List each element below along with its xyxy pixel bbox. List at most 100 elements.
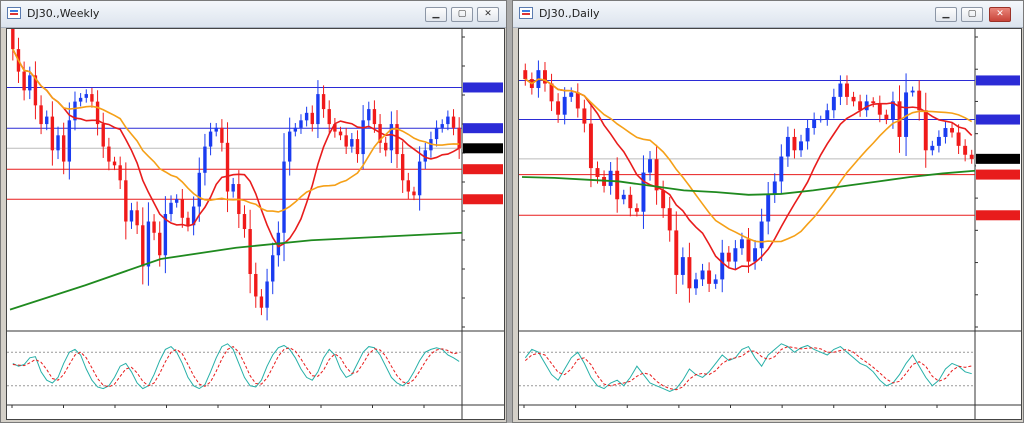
candle-body [316, 94, 320, 125]
candle-body [163, 214, 168, 256]
candle-body [608, 170, 613, 186]
candle-body [389, 124, 394, 151]
candle-body [186, 217, 190, 226]
candle-body [615, 170, 620, 200]
candle-body [746, 239, 751, 262]
weekly-chart-window[interactable]: DJ30.,Weekly ▁ ▢ ✕ [0, 0, 507, 423]
candle-body [158, 232, 162, 256]
close-button[interactable]: ✕ [477, 7, 499, 22]
stoch-d-line [12, 345, 460, 388]
candle-body [141, 225, 145, 267]
candle-body [56, 135, 60, 151]
stoch-k-line [524, 343, 972, 392]
candle-body [440, 124, 444, 128]
candle-body [877, 103, 882, 115]
candle-body [135, 210, 139, 226]
candle-body [208, 131, 213, 147]
candle-body [384, 142, 388, 151]
candle-body [39, 105, 43, 125]
candle-body [936, 136, 941, 146]
candle-body [575, 92, 580, 109]
candle-body [434, 127, 439, 140]
candle-body [107, 146, 111, 162]
daily-plot-area[interactable] [518, 28, 1022, 420]
candle-body [707, 270, 712, 284]
candle-body [220, 127, 224, 143]
candle-body [628, 194, 633, 209]
candle-body [569, 92, 574, 97]
price-level-tag [976, 210, 1020, 221]
candle-body [254, 273, 258, 297]
weekly-titlebar[interactable]: DJ30.,Weekly ▁ ▢ ✕ [1, 1, 506, 28]
candle-body [897, 101, 902, 137]
candle-body [112, 161, 117, 166]
daily-chart-svg[interactable] [519, 29, 1021, 419]
candle-body [779, 156, 784, 182]
minimize-button[interactable]: ▁ [935, 7, 957, 22]
candle-body [687, 257, 692, 289]
candle-body [845, 83, 849, 97]
price-level-tag [976, 114, 1020, 125]
candle-body [661, 190, 666, 209]
candle-body [759, 221, 764, 249]
candle-body [943, 128, 948, 137]
candle-body [956, 132, 961, 146]
chart-window-icon [519, 7, 533, 19]
candle-body [310, 112, 314, 125]
candle-body [242, 214, 247, 230]
price-level-tag [463, 143, 503, 154]
price-level-tag [463, 164, 503, 175]
candle-body [641, 172, 646, 212]
candle-body [282, 161, 286, 233]
candle-body [423, 150, 427, 162]
candle-body [304, 112, 309, 121]
restore-button[interactable]: ▢ [961, 7, 983, 22]
close-button[interactable]: ✕ [989, 7, 1011, 22]
candle-body [395, 124, 399, 155]
candle-body [818, 119, 823, 121]
candle-body [406, 180, 411, 192]
candle-body [287, 131, 292, 162]
candle-body [50, 116, 55, 151]
candle-body [621, 194, 626, 200]
candle-body [129, 210, 134, 222]
candle-body [726, 252, 731, 262]
candle-body [355, 139, 360, 155]
price-level-tag [463, 194, 503, 205]
candle-body [753, 248, 758, 262]
candle-body [265, 281, 269, 308]
candle-body [680, 257, 685, 275]
candle-body [720, 252, 725, 280]
restore-button[interactable]: ▢ [451, 7, 473, 22]
candle-body [739, 239, 744, 249]
candle-body [733, 248, 738, 262]
price-level-tag [976, 75, 1020, 86]
daily-titlebar[interactable]: DJ30.,Daily ▁ ▢ ✕ [513, 1, 1023, 28]
candle-body [884, 114, 889, 120]
candle-body [333, 124, 337, 132]
candle-body [595, 168, 600, 178]
candle-body [214, 127, 218, 132]
candle-body [457, 127, 461, 149]
candle-body [667, 208, 672, 231]
price-level-tag [463, 123, 503, 134]
candle-body [400, 154, 405, 181]
candle-body [191, 206, 196, 226]
candle-body [344, 135, 348, 147]
weekly-chart-svg[interactable] [7, 15, 504, 419]
candle-body [22, 71, 26, 91]
candle-body [910, 90, 915, 93]
candle-body [73, 101, 77, 121]
candle-body [84, 94, 88, 98]
minimize-button[interactable]: ▁ [425, 7, 447, 22]
candle-body [700, 270, 705, 280]
window-title: DJ30.,Daily [539, 7, 600, 20]
candle-body [95, 101, 100, 125]
candle-body [543, 70, 547, 84]
candle-body [203, 146, 207, 173]
moving-average-200-line [521, 169, 976, 196]
daily-chart-window[interactable]: DJ30.,Daily ▁ ▢ ✕ [512, 0, 1024, 423]
weekly-plot-area[interactable] [6, 15, 505, 420]
candle-body [361, 120, 365, 155]
candle-body [90, 94, 94, 102]
